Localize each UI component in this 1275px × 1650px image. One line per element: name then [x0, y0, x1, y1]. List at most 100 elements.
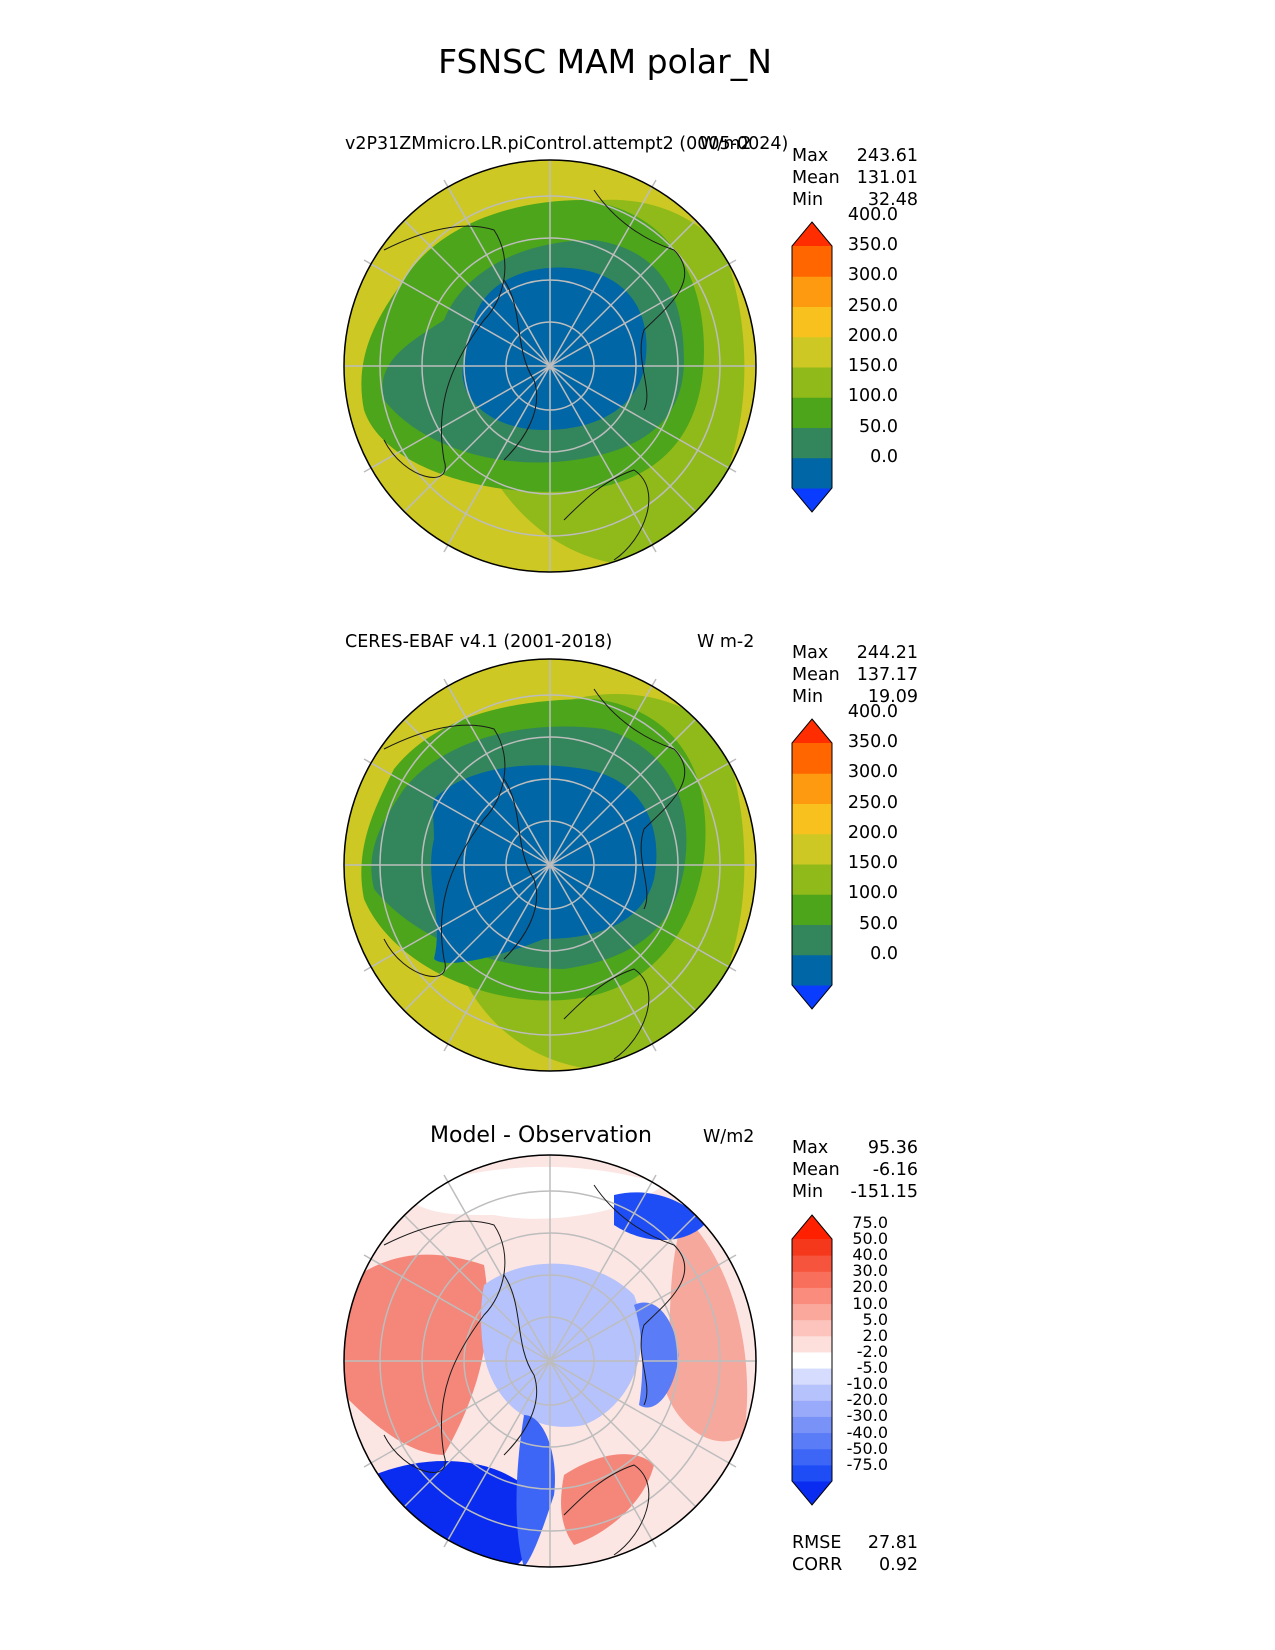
colorbar-tick-label: -40.0	[846, 1422, 888, 1442]
colorbar-tick-label: 50.0	[859, 416, 898, 437]
colorbar-tick-label: 350.0	[847, 732, 898, 752]
colorbar-extend-min	[792, 985, 832, 1009]
colorbar-tick-label: -2.0	[856, 1341, 888, 1361]
panel3-stat-max-label: Max	[792, 1138, 829, 1158]
panel3-map	[343, 1154, 757, 1568]
panel2-stat-min-value: 19.09	[867, 687, 918, 707]
colorbar-outline	[791, 718, 833, 1010]
colorbar-tick-label: 40.0	[852, 1245, 888, 1265]
colorbar-tick-label: 250.0	[847, 295, 898, 316]
colorbar-tick-label: 30.0	[852, 1261, 888, 1281]
panel1-map-border	[343, 159, 757, 573]
colorbar-segment	[792, 894, 832, 925]
panel3-graticule	[344, 1155, 756, 1567]
colorbar-tick-label: 10.0	[852, 1293, 888, 1313]
colorbar-segment	[792, 367, 832, 398]
panel3-title: Model - Observation	[430, 1123, 652, 1148]
panel1-stat-max-value: 243.61	[856, 146, 918, 166]
colorbar-tick-label: -30.0	[846, 1406, 888, 1426]
colorbar-tick-label: 400.0	[847, 701, 898, 722]
panel3-field-red-bottom	[561, 1454, 654, 1545]
panel2-title: CERES-EBAF v4.1 (2001-2018)	[345, 632, 613, 652]
colorbar-segment	[792, 1464, 832, 1482]
colorbar-tick-label: 400.0	[847, 204, 898, 225]
panel2-map-border	[343, 658, 757, 1072]
colorbar-segment	[792, 864, 832, 895]
colorbar-outline	[791, 1214, 833, 1506]
panel2-units: W m-2	[697, 632, 755, 652]
panel3-stat-mean-value: -6.16	[872, 1160, 918, 1180]
panel1-title: v2P31ZMmicro.LR.piControl.attempt2 (0005…	[345, 134, 789, 154]
panel3-units: W/m2	[703, 1127, 755, 1147]
panel3-map-border	[343, 1154, 757, 1568]
colorbar-segment	[792, 457, 832, 489]
panel1-map	[343, 159, 757, 573]
panel3-field-blue-center	[481, 1263, 642, 1427]
colorbar-tick-label: 100.0	[847, 386, 898, 407]
colorbar-tick-label: -75.0	[846, 1454, 888, 1474]
colorbar-tick-label: -5.0	[856, 1358, 888, 1378]
panel1-coastlines	[383, 189, 686, 561]
colorbar-extend-min	[792, 488, 832, 512]
colorbar-segment	[792, 276, 832, 307]
colorbar-tick-label: 5.0	[862, 1309, 888, 1329]
colorbar-tick-label: -20.0	[846, 1390, 888, 1410]
colorbar-segment	[792, 1335, 832, 1353]
colorbar-tick-label: 150.0	[847, 356, 898, 376]
panel3-coastlines	[383, 1184, 686, 1556]
panel1-stat-min-label: Min	[792, 190, 824, 210]
panel3-stat-max-value: 95.36	[867, 1138, 918, 1158]
colorbar-segment	[792, 1416, 832, 1434]
colorbar-tick-label: 150.0	[847, 853, 898, 873]
colorbar-segment	[792, 306, 832, 338]
colorbar-tick-label: 350.0	[847, 235, 898, 255]
colorbar-tick-label: 75.0	[852, 1212, 888, 1232]
colorbar-extend-min	[792, 1481, 832, 1505]
colorbar-tick-label: 0.0	[870, 446, 898, 467]
colorbar-tick-label: 250.0	[847, 792, 898, 813]
panel1-colorbar	[791, 221, 833, 513]
panel3-metric-corr-value: 0.92	[879, 1555, 918, 1575]
colorbar-segment	[792, 924, 832, 956]
panel3-field-blue-right	[634, 1302, 679, 1408]
panel1-stat-max-label: Max	[792, 146, 829, 166]
panel3-colorbar-segments	[791, 1214, 833, 1506]
colorbar-extend-max	[792, 222, 832, 246]
colorbar-tick-label: 300.0	[847, 265, 898, 286]
colorbar-segment	[792, 833, 832, 865]
colorbar-tick-label: 100.0	[847, 883, 898, 904]
panel2-colorbar-segments	[791, 718, 833, 1010]
colorbar-extend-max	[792, 1215, 832, 1239]
colorbar-segment	[792, 397, 832, 428]
colorbar-segment	[792, 1271, 832, 1288]
panel3-metric-rmse-value: 27.81	[867, 1533, 918, 1553]
colorbar-tick-label: 50.0	[859, 913, 898, 934]
colorbar-outline	[791, 221, 833, 513]
colorbar-segment	[792, 1287, 832, 1305]
colorbar-segment	[792, 246, 832, 277]
panel3-stat-min-label: Min	[792, 1182, 824, 1202]
colorbar-segment	[792, 427, 832, 459]
panel3-stat-min-value: -151.15	[850, 1182, 918, 1202]
colorbar-segment	[792, 1400, 832, 1417]
panel3-colorbar	[791, 1214, 833, 1506]
panel3-field-red-right	[664, 1215, 748, 1442]
colorbar-tick-label: 20.0	[852, 1277, 888, 1297]
colorbar-segment	[792, 336, 832, 368]
colorbar-segment	[792, 1255, 832, 1272]
colorbar-tick-label: 300.0	[847, 762, 898, 783]
panel2-stat-mean-value: 137.17	[856, 665, 918, 685]
colorbar-segment	[792, 1303, 832, 1321]
colorbar-tick-label: 0.0	[870, 943, 898, 964]
colorbar-segment	[792, 1448, 832, 1466]
colorbar-segment	[792, 803, 832, 835]
colorbar-tick-label: -50.0	[846, 1438, 888, 1458]
colorbar-tick-label: 200.0	[847, 325, 898, 346]
colorbar-segment	[792, 743, 832, 774]
colorbar-segment	[792, 1432, 832, 1450]
colorbar-tick-label: 50.0	[852, 1229, 888, 1248]
colorbar-segment	[792, 773, 832, 804]
colorbar-extend-max	[792, 719, 832, 743]
colorbar-segment	[792, 1239, 832, 1256]
panel1-units: W/m2	[700, 134, 752, 154]
